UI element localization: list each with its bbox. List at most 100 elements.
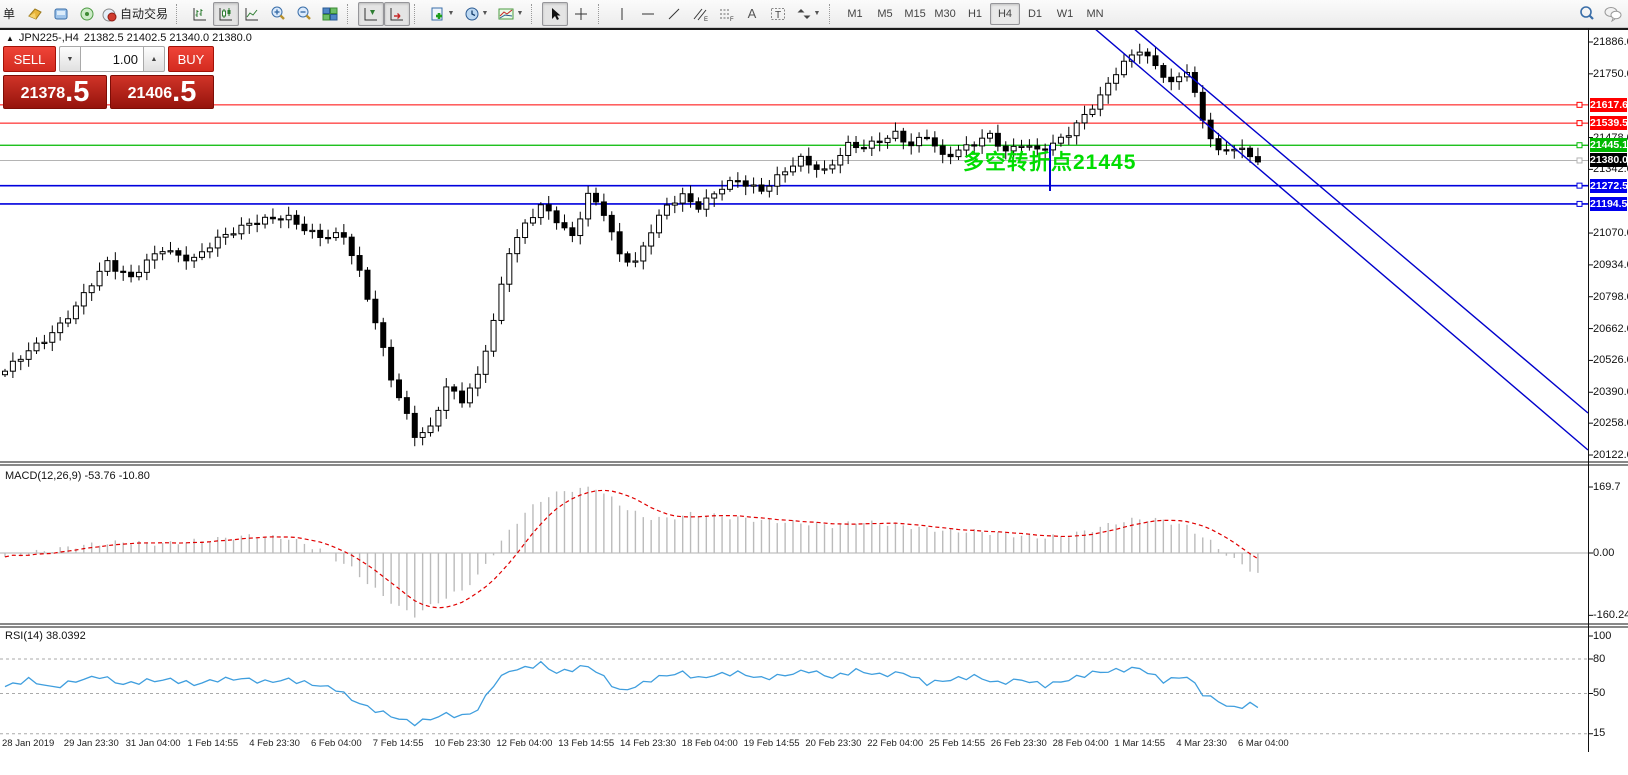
text-label-button[interactable]: T bbox=[765, 2, 791, 26]
spinner-down-icon: ▼ bbox=[66, 55, 74, 63]
price-tick-label: 21750.0 bbox=[1593, 67, 1628, 80]
chevron-down-icon: ▼ bbox=[516, 10, 524, 17]
crosshair-button[interactable] bbox=[568, 2, 594, 26]
time-axis-label: 20 Feb 23:30 bbox=[805, 738, 862, 749]
price-tick-label: 20390.0 bbox=[1593, 386, 1628, 399]
chevron-down-icon: ▼ bbox=[447, 10, 455, 17]
arrows-button[interactable]: ▼ bbox=[791, 2, 825, 26]
time-axis-label: 4 Feb 23:30 bbox=[249, 738, 300, 749]
sell-price-frac: .5 bbox=[65, 76, 90, 108]
bar-chart-icon bbox=[193, 7, 207, 20]
timeframe-button-d1[interactable]: D1 bbox=[1027, 7, 1043, 20]
text-button[interactable]: A bbox=[739, 2, 765, 26]
chart-canvas[interactable] bbox=[0, 28, 1628, 775]
macd-axis-label: 169.7 bbox=[1593, 480, 1621, 493]
time-axis-label: 6 Feb 04:00 bbox=[311, 738, 362, 749]
timeframe-button-h4[interactable]: H4 bbox=[990, 2, 1021, 25]
buy-button-label: BUY bbox=[177, 51, 205, 67]
price-tick-label: 20526.0 bbox=[1593, 354, 1628, 367]
cursor-button[interactable] bbox=[542, 1, 569, 26]
search-button[interactable] bbox=[1574, 2, 1600, 26]
vertical-line-button[interactable] bbox=[609, 2, 635, 26]
new-chart-button[interactable]: ▼ bbox=[425, 2, 459, 26]
collapse-panel-icon[interactable]: ▲ bbox=[6, 33, 14, 43]
svg-text:T: T bbox=[775, 10, 781, 21]
tile-windows-icon bbox=[322, 7, 338, 20]
sell-button[interactable]: SELL bbox=[3, 46, 56, 72]
fibonacci-icon: F bbox=[720, 9, 734, 22]
price-line-badge: 21617.6 bbox=[1590, 97, 1628, 112]
one-click-trading-panel: SELL ▼ 1.00 ▲ BUY 21378 .5 bbox=[3, 46, 214, 109]
timeframe-group: M1 M5 M15 M30 H1 H4 D1 W1 MN bbox=[840, 2, 1110, 25]
rsi-axis-label: 80 bbox=[1593, 652, 1606, 665]
time-axis-label: 28 Jan 2019 bbox=[2, 738, 55, 749]
signals-button[interactable] bbox=[74, 2, 100, 26]
timeframe-button-h1[interactable]: H1 bbox=[967, 7, 983, 20]
indicators-button[interactable]: ▼ bbox=[493, 2, 527, 26]
auto-scroll-button[interactable] bbox=[384, 1, 411, 26]
toolbar-separator bbox=[176, 3, 184, 24]
candlestick-chart-icon bbox=[219, 7, 233, 20]
horizontal-line-icon bbox=[642, 13, 655, 14]
arrows-icon bbox=[797, 8, 811, 19]
bar-chart-button[interactable] bbox=[187, 2, 213, 26]
zoom-in-button[interactable] bbox=[265, 2, 291, 26]
time-axis-label: 1 Mar 14:55 bbox=[1114, 738, 1166, 749]
time-axis-label: 12 Feb 04:00 bbox=[496, 738, 553, 749]
time-axis-label: 26 Feb 23:30 bbox=[990, 738, 1047, 749]
volume-input[interactable]: 1.00 bbox=[81, 46, 143, 72]
line-chart-icon bbox=[245, 7, 259, 20]
timeframe-button-m30[interactable]: M30 bbox=[934, 7, 956, 20]
rsi-indicator-label: RSI(14) 38.0392 bbox=[5, 630, 86, 642]
timeframe-button-w1[interactable]: W1 bbox=[1056, 7, 1074, 20]
tile-windows-button[interactable] bbox=[317, 2, 343, 26]
indicators-icon bbox=[498, 8, 514, 19]
spinner-up-icon: ▲ bbox=[150, 55, 158, 63]
toolbar-separator bbox=[598, 3, 606, 24]
chart-text-annotation[interactable]: 多空转折点21445 bbox=[963, 151, 1137, 174]
sell-price-display[interactable]: 21378 .5 bbox=[3, 75, 107, 109]
toolbar-separator bbox=[414, 3, 422, 24]
chart-header: ▲ JPN225-,H4 21382.5 21402.5 21340.0 213… bbox=[6, 32, 252, 44]
rsi-axis-label: 15 bbox=[1593, 727, 1606, 740]
macd-indicator-label: MACD(12,26,9) -53.76 -10.80 bbox=[5, 470, 150, 482]
fibonacci-button[interactable]: F bbox=[713, 2, 739, 26]
autotrading-button[interactable]: 自动交易 bbox=[100, 2, 172, 26]
ohlc-high: 21402.5 bbox=[126, 32, 167, 44]
crosshair-icon bbox=[575, 7, 588, 20]
profiles-button[interactable] bbox=[48, 2, 74, 26]
volume-value: 1.00 bbox=[112, 51, 138, 67]
rsi-axis-label: 100 bbox=[1593, 629, 1612, 642]
timeframe-button-m15[interactable]: M15 bbox=[904, 7, 926, 20]
horizontal-line-button[interactable] bbox=[635, 2, 661, 26]
buy-button[interactable]: BUY bbox=[168, 46, 214, 72]
vertical-marker-line[interactable] bbox=[1049, 145, 1051, 191]
zoom-out-button[interactable] bbox=[291, 2, 317, 26]
clock-icon bbox=[465, 7, 479, 20]
metaeditor-button[interactable] bbox=[22, 2, 48, 26]
new-order-button[interactable]: 单 bbox=[0, 2, 22, 26]
timeframe-button-m1[interactable]: M1 bbox=[847, 7, 863, 20]
time-axis-label: 6 Mar 04:00 bbox=[1238, 738, 1289, 749]
timeframe-button-m5[interactable]: M5 bbox=[877, 7, 893, 20]
timeframe-button-mn[interactable]: MN bbox=[1086, 7, 1104, 20]
new-chart-icon bbox=[431, 7, 443, 20]
trendline-button[interactable] bbox=[661, 2, 687, 26]
channel-button[interactable]: E bbox=[687, 2, 713, 26]
time-axis-label: 25 Feb 14:55 bbox=[929, 738, 985, 749]
time-axis-label: 7 Feb 14:55 bbox=[372, 738, 424, 749]
volume-increase-button[interactable]: ▲ bbox=[143, 46, 165, 72]
metaeditor-icon bbox=[28, 7, 42, 20]
chart-shift-icon bbox=[364, 7, 378, 20]
chat-button[interactable] bbox=[1600, 2, 1626, 26]
price-line-badge: 21194.5 bbox=[1590, 196, 1628, 211]
chart-shift-button[interactable] bbox=[358, 1, 385, 26]
line-chart-button[interactable] bbox=[239, 2, 265, 26]
volume-decrease-button[interactable]: ▼ bbox=[59, 46, 81, 72]
candlestick-chart-button[interactable] bbox=[213, 1, 240, 26]
price-tick-label: 20934.0 bbox=[1593, 258, 1628, 271]
buy-price-display[interactable]: 21406 .5 bbox=[110, 75, 214, 109]
periods-button[interactable]: ▼ bbox=[459, 2, 493, 26]
search-icon bbox=[1580, 6, 1594, 20]
price-line-badge: 21539.5 bbox=[1590, 116, 1628, 131]
